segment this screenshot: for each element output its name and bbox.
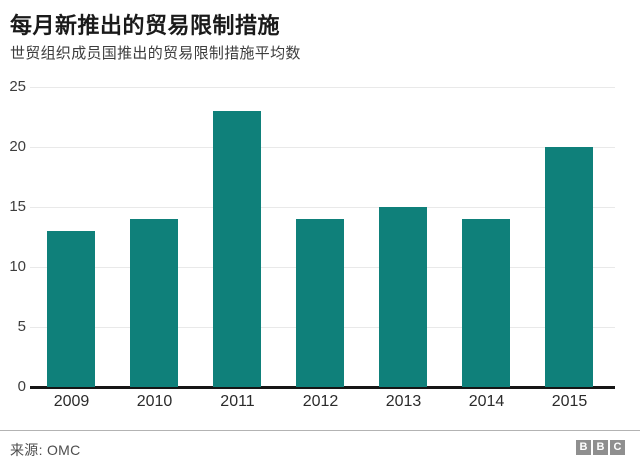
bar-2010 <box>130 219 178 387</box>
x-tick-label-2012: 2012 <box>302 393 339 410</box>
gridline-15 <box>30 207 615 208</box>
y-tick-label: 10 <box>9 258 26 275</box>
y-tick-label: 15 <box>9 198 26 215</box>
bar-2015 <box>545 147 593 387</box>
bbc-logo-block: B <box>576 440 591 455</box>
footer-divider <box>0 430 640 431</box>
x-tick-label-2009: 2009 <box>53 393 90 410</box>
gridline-25 <box>30 87 615 88</box>
x-tick-label-2013: 2013 <box>385 393 422 410</box>
bbc-logo-block: C <box>610 440 625 455</box>
bar-2013 <box>379 207 427 387</box>
x-axis-baseline <box>30 386 615 389</box>
x-tick-label-2011: 2011 <box>220 393 255 410</box>
bbc-logo-block: B <box>593 440 608 455</box>
bar-2011 <box>213 111 261 387</box>
chart-subtitle: 世贸组织成员国推出的贸易限制措施平均数 <box>10 45 301 62</box>
x-tick-label-2010: 2010 <box>136 393 173 410</box>
bar-2012 <box>296 219 344 387</box>
x-tick-label-2015: 2015 <box>551 393 588 410</box>
bar-chart: 0 5 10 15 20 25 2009 2010 2011 2012 2013 2014 2015 <box>0 79 616 410</box>
chart-title: 每月新推出的贸易限制措施 <box>10 13 281 38</box>
gridline-20 <box>30 147 615 148</box>
y-tick-label: 0 <box>17 378 26 395</box>
y-tick-label: 5 <box>17 318 26 335</box>
bar-2009 <box>47 231 95 387</box>
y-tick-label: 20 <box>9 138 26 155</box>
plot-area: 2009 2010 2011 2012 2013 2014 2015 <box>30 87 615 410</box>
x-tick-label-2014: 2014 <box>468 393 505 410</box>
y-tick-label: 25 <box>9 78 26 95</box>
source-label: 来源: OMC <box>10 442 81 458</box>
bar-2014 <box>462 219 510 387</box>
